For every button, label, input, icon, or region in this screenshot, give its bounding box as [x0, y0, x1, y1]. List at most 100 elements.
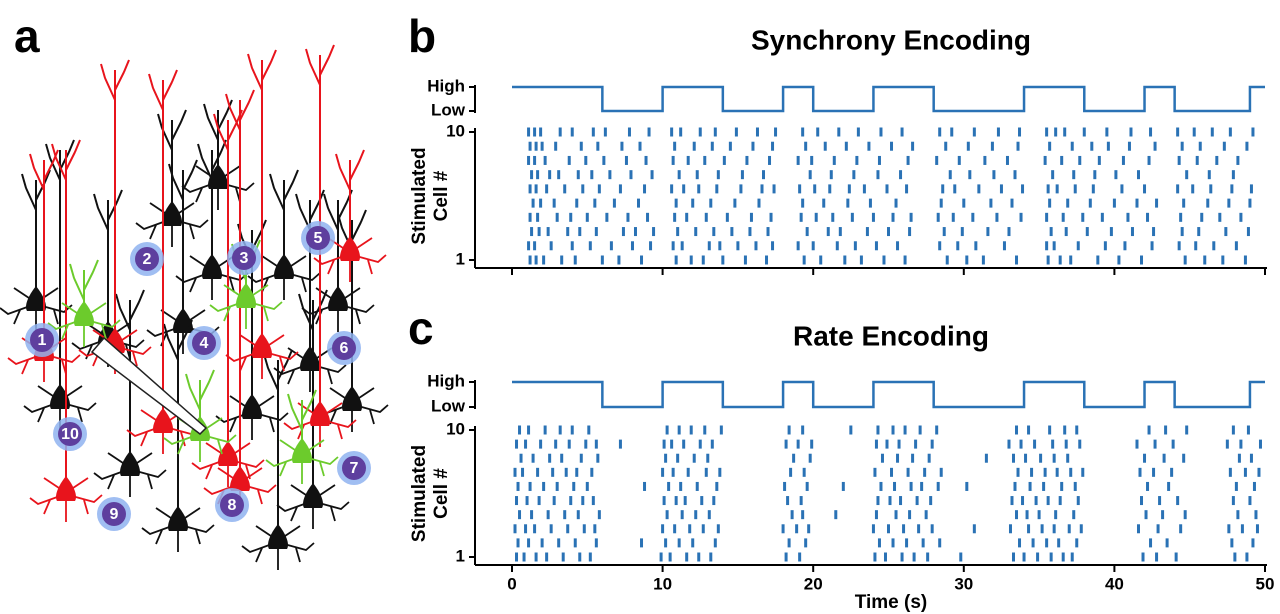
spike	[828, 184, 832, 194]
x-tick-label: 10	[653, 574, 672, 593]
spike	[1246, 425, 1250, 435]
spike	[1112, 198, 1116, 208]
dendrite	[71, 322, 145, 367]
spike	[715, 184, 719, 194]
spike	[909, 481, 913, 491]
dendrite	[23, 385, 97, 430]
dendrite	[263, 349, 293, 530]
soma	[153, 408, 173, 433]
spike	[1143, 184, 1147, 194]
spike	[906, 155, 910, 165]
spike	[530, 510, 534, 520]
spike	[798, 552, 802, 562]
cell-number: 7	[350, 460, 359, 477]
spike	[966, 141, 970, 151]
spike	[887, 227, 890, 237]
spike	[531, 198, 535, 208]
spike	[862, 184, 866, 194]
spike	[730, 227, 734, 237]
spike	[1228, 467, 1232, 477]
x-axis-label: Time (s)	[855, 592, 928, 613]
cell-marker	[332, 336, 356, 360]
spike	[1170, 467, 1174, 477]
spike	[1007, 439, 1011, 449]
dendrite	[0, 287, 73, 332]
neuron	[191, 109, 265, 487]
spike	[1180, 227, 1184, 237]
spike	[1136, 170, 1140, 180]
spike	[578, 552, 582, 562]
dendrite	[47, 302, 121, 347]
cell-marker	[306, 226, 330, 250]
spike	[626, 212, 630, 222]
spike	[1021, 496, 1025, 506]
neuron	[0, 169, 73, 332]
spike	[554, 439, 558, 449]
spike	[1082, 127, 1086, 137]
spike	[1143, 453, 1147, 463]
spike	[662, 439, 666, 449]
spike	[715, 481, 719, 491]
neuron	[315, 209, 389, 432]
soma	[292, 438, 312, 463]
spike	[912, 552, 916, 562]
spike	[1045, 241, 1049, 251]
spike	[530, 227, 534, 237]
spike	[686, 467, 690, 477]
cell-marker	[192, 331, 216, 355]
spike	[707, 510, 711, 520]
spike	[597, 510, 601, 520]
spike	[765, 255, 769, 265]
spike	[671, 155, 675, 165]
neuron	[181, 99, 255, 210]
cell-marker	[232, 246, 256, 270]
spike	[1008, 524, 1012, 534]
spike	[1037, 510, 1041, 520]
spike	[695, 170, 699, 180]
dendrite	[225, 334, 299, 379]
spike	[876, 170, 880, 180]
spike	[1075, 538, 1079, 548]
spike	[1046, 496, 1050, 506]
spike	[575, 198, 579, 208]
spike	[1070, 141, 1074, 151]
spike	[996, 127, 1000, 137]
spike	[1149, 538, 1153, 548]
spike	[1224, 227, 1228, 237]
spike	[716, 170, 720, 180]
spike	[938, 538, 942, 548]
spike	[563, 184, 567, 194]
spike	[936, 481, 940, 491]
spike	[1231, 496, 1235, 506]
soma	[56, 476, 76, 501]
spike	[558, 425, 562, 435]
spike	[665, 510, 669, 520]
spike	[1228, 127, 1232, 137]
spike	[664, 538, 668, 548]
dendrite	[100, 59, 130, 334]
spike	[600, 255, 604, 265]
spike	[1066, 198, 1070, 208]
spike	[822, 198, 826, 208]
spike	[877, 538, 881, 548]
spike	[543, 155, 547, 165]
spike	[826, 227, 830, 237]
spike	[522, 552, 526, 562]
spike	[1177, 155, 1181, 165]
spike	[525, 496, 529, 506]
spike	[1195, 155, 1199, 165]
spike	[974, 241, 978, 251]
spike	[1129, 127, 1133, 137]
spike	[1234, 481, 1238, 491]
spike	[877, 155, 881, 165]
spike	[1067, 524, 1071, 534]
spike	[685, 552, 689, 562]
spike	[1019, 212, 1023, 222]
spike	[1073, 481, 1077, 491]
stimulus-line	[512, 85, 1265, 113]
cell-number: 3	[240, 250, 249, 267]
spike	[787, 538, 791, 548]
spike	[1249, 184, 1253, 194]
spike	[1060, 155, 1064, 165]
spike	[972, 127, 976, 137]
